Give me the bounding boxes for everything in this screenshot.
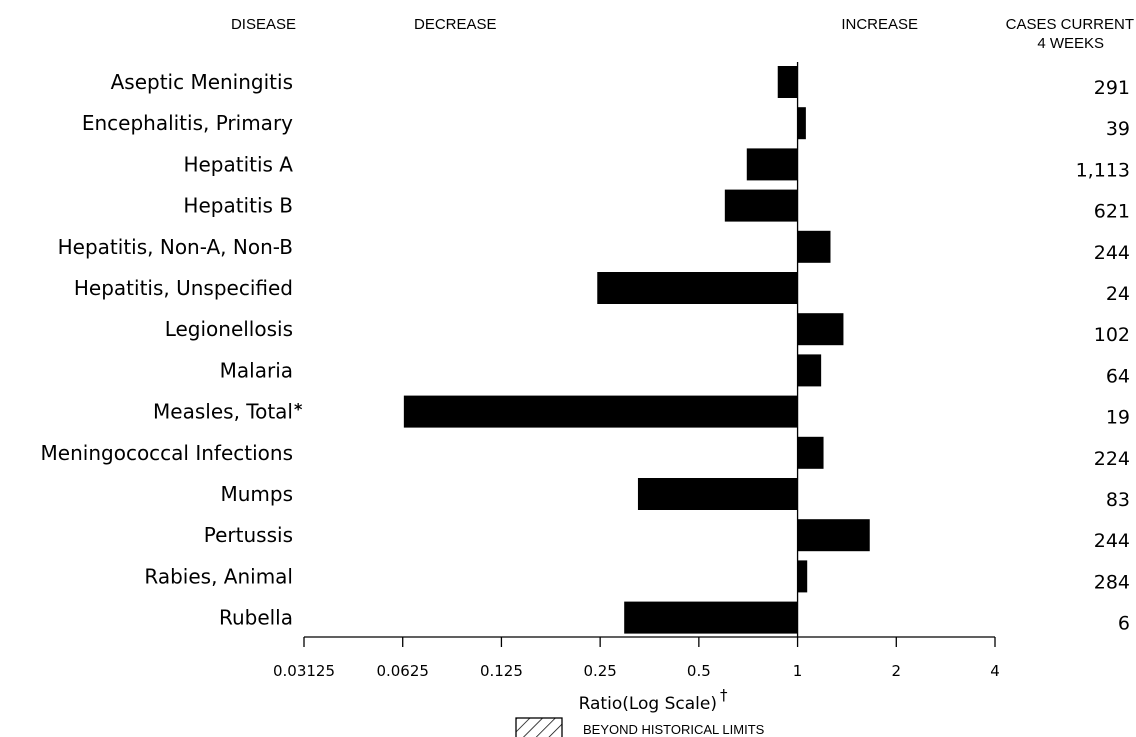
legend-hatch-swatch	[515, 717, 563, 737]
chart-rows: Aseptic Meningitis 291 Encephalitis, Prima…	[41, 66, 1130, 635]
cases-count: 19	[1106, 407, 1130, 429]
disease-label: Hepatitis B	[183, 194, 293, 218]
x-tick-label: 0.125	[480, 662, 523, 680]
x-axis-label: Ratio(Log Scale)	[579, 694, 717, 714]
x-axis-ticks: 0.03125 0.0625 0.125 0.25 0.5 1 2 4	[273, 637, 1000, 680]
disease-label: Mumps	[220, 482, 293, 506]
ratio-bar	[777, 66, 798, 98]
ratio-bar	[746, 148, 798, 181]
disease-label: Encephalitis, Primary	[82, 111, 293, 135]
ratio-bar	[797, 313, 844, 346]
ratio-bar	[797, 107, 806, 140]
cases-count: 224	[1094, 448, 1130, 470]
disease-label: Meningococcal Infections	[41, 441, 293, 465]
x-tick-label: 2	[892, 662, 902, 680]
cases-count: 39	[1106, 118, 1130, 140]
cases-count: 102	[1094, 324, 1130, 346]
disease-label: Legionellosis	[165, 317, 293, 341]
ratio-bar	[624, 601, 798, 634]
cases-count: 24	[1106, 283, 1130, 305]
x-tick-label: 4	[990, 662, 1000, 680]
cases-count: 64	[1106, 365, 1130, 387]
disease-label: Hepatitis A	[183, 152, 293, 176]
disease-label: Rabies, Animal	[144, 564, 293, 588]
cases-count: 244	[1094, 530, 1130, 552]
header-increase: INCREASE	[841, 16, 918, 33]
header-cases-line1: CASES CURRENT	[1006, 16, 1134, 33]
cases-count: 1,113	[1076, 159, 1130, 181]
disease-label: Aseptic Meningitis	[111, 70, 293, 94]
cases-count: 244	[1094, 242, 1130, 264]
header-cases-line2: 4 WEEKS	[1037, 35, 1104, 52]
ratio-bar	[797, 436, 824, 469]
cases-count: 291	[1094, 77, 1130, 99]
x-tick-label: 0.25	[583, 662, 616, 680]
cases-count: 83	[1106, 489, 1130, 511]
cases-count: 621	[1094, 201, 1130, 223]
disease-label-mark: *	[294, 400, 303, 419]
ratio-bar	[797, 560, 808, 593]
x-tick-label: 0.5	[687, 662, 711, 680]
disease-label: Pertussis	[204, 523, 293, 547]
disease-label: Malaria	[220, 358, 293, 382]
legend-label: BEYOND HISTORICAL LIMITS	[583, 722, 765, 737]
header-decrease: DECREASE	[414, 16, 497, 33]
header-disease: DISEASE	[231, 16, 296, 33]
x-tick-label: 1	[793, 662, 803, 680]
ratio-bar	[797, 230, 831, 263]
ratio-bar	[724, 189, 798, 222]
ratio-bar	[403, 395, 798, 428]
disease-label: Hepatitis, Non-A, Non-B	[58, 235, 293, 259]
disease-label: Rubella	[219, 606, 293, 630]
ratio-bar	[637, 478, 798, 510]
x-tick-label: 0.0625	[376, 662, 429, 680]
ratio-bar	[597, 272, 798, 304]
disease-label: Measles, Total	[153, 400, 293, 424]
x-tick-label: 0.03125	[273, 662, 335, 680]
ratio-bar	[797, 354, 822, 387]
x-axis-label-mark: †	[720, 686, 728, 704]
ratio-bar	[797, 519, 870, 552]
disease-label: Hepatitis, Unspecified	[74, 276, 293, 300]
cases-count: 6	[1118, 613, 1130, 635]
cases-count: 284	[1094, 571, 1130, 593]
